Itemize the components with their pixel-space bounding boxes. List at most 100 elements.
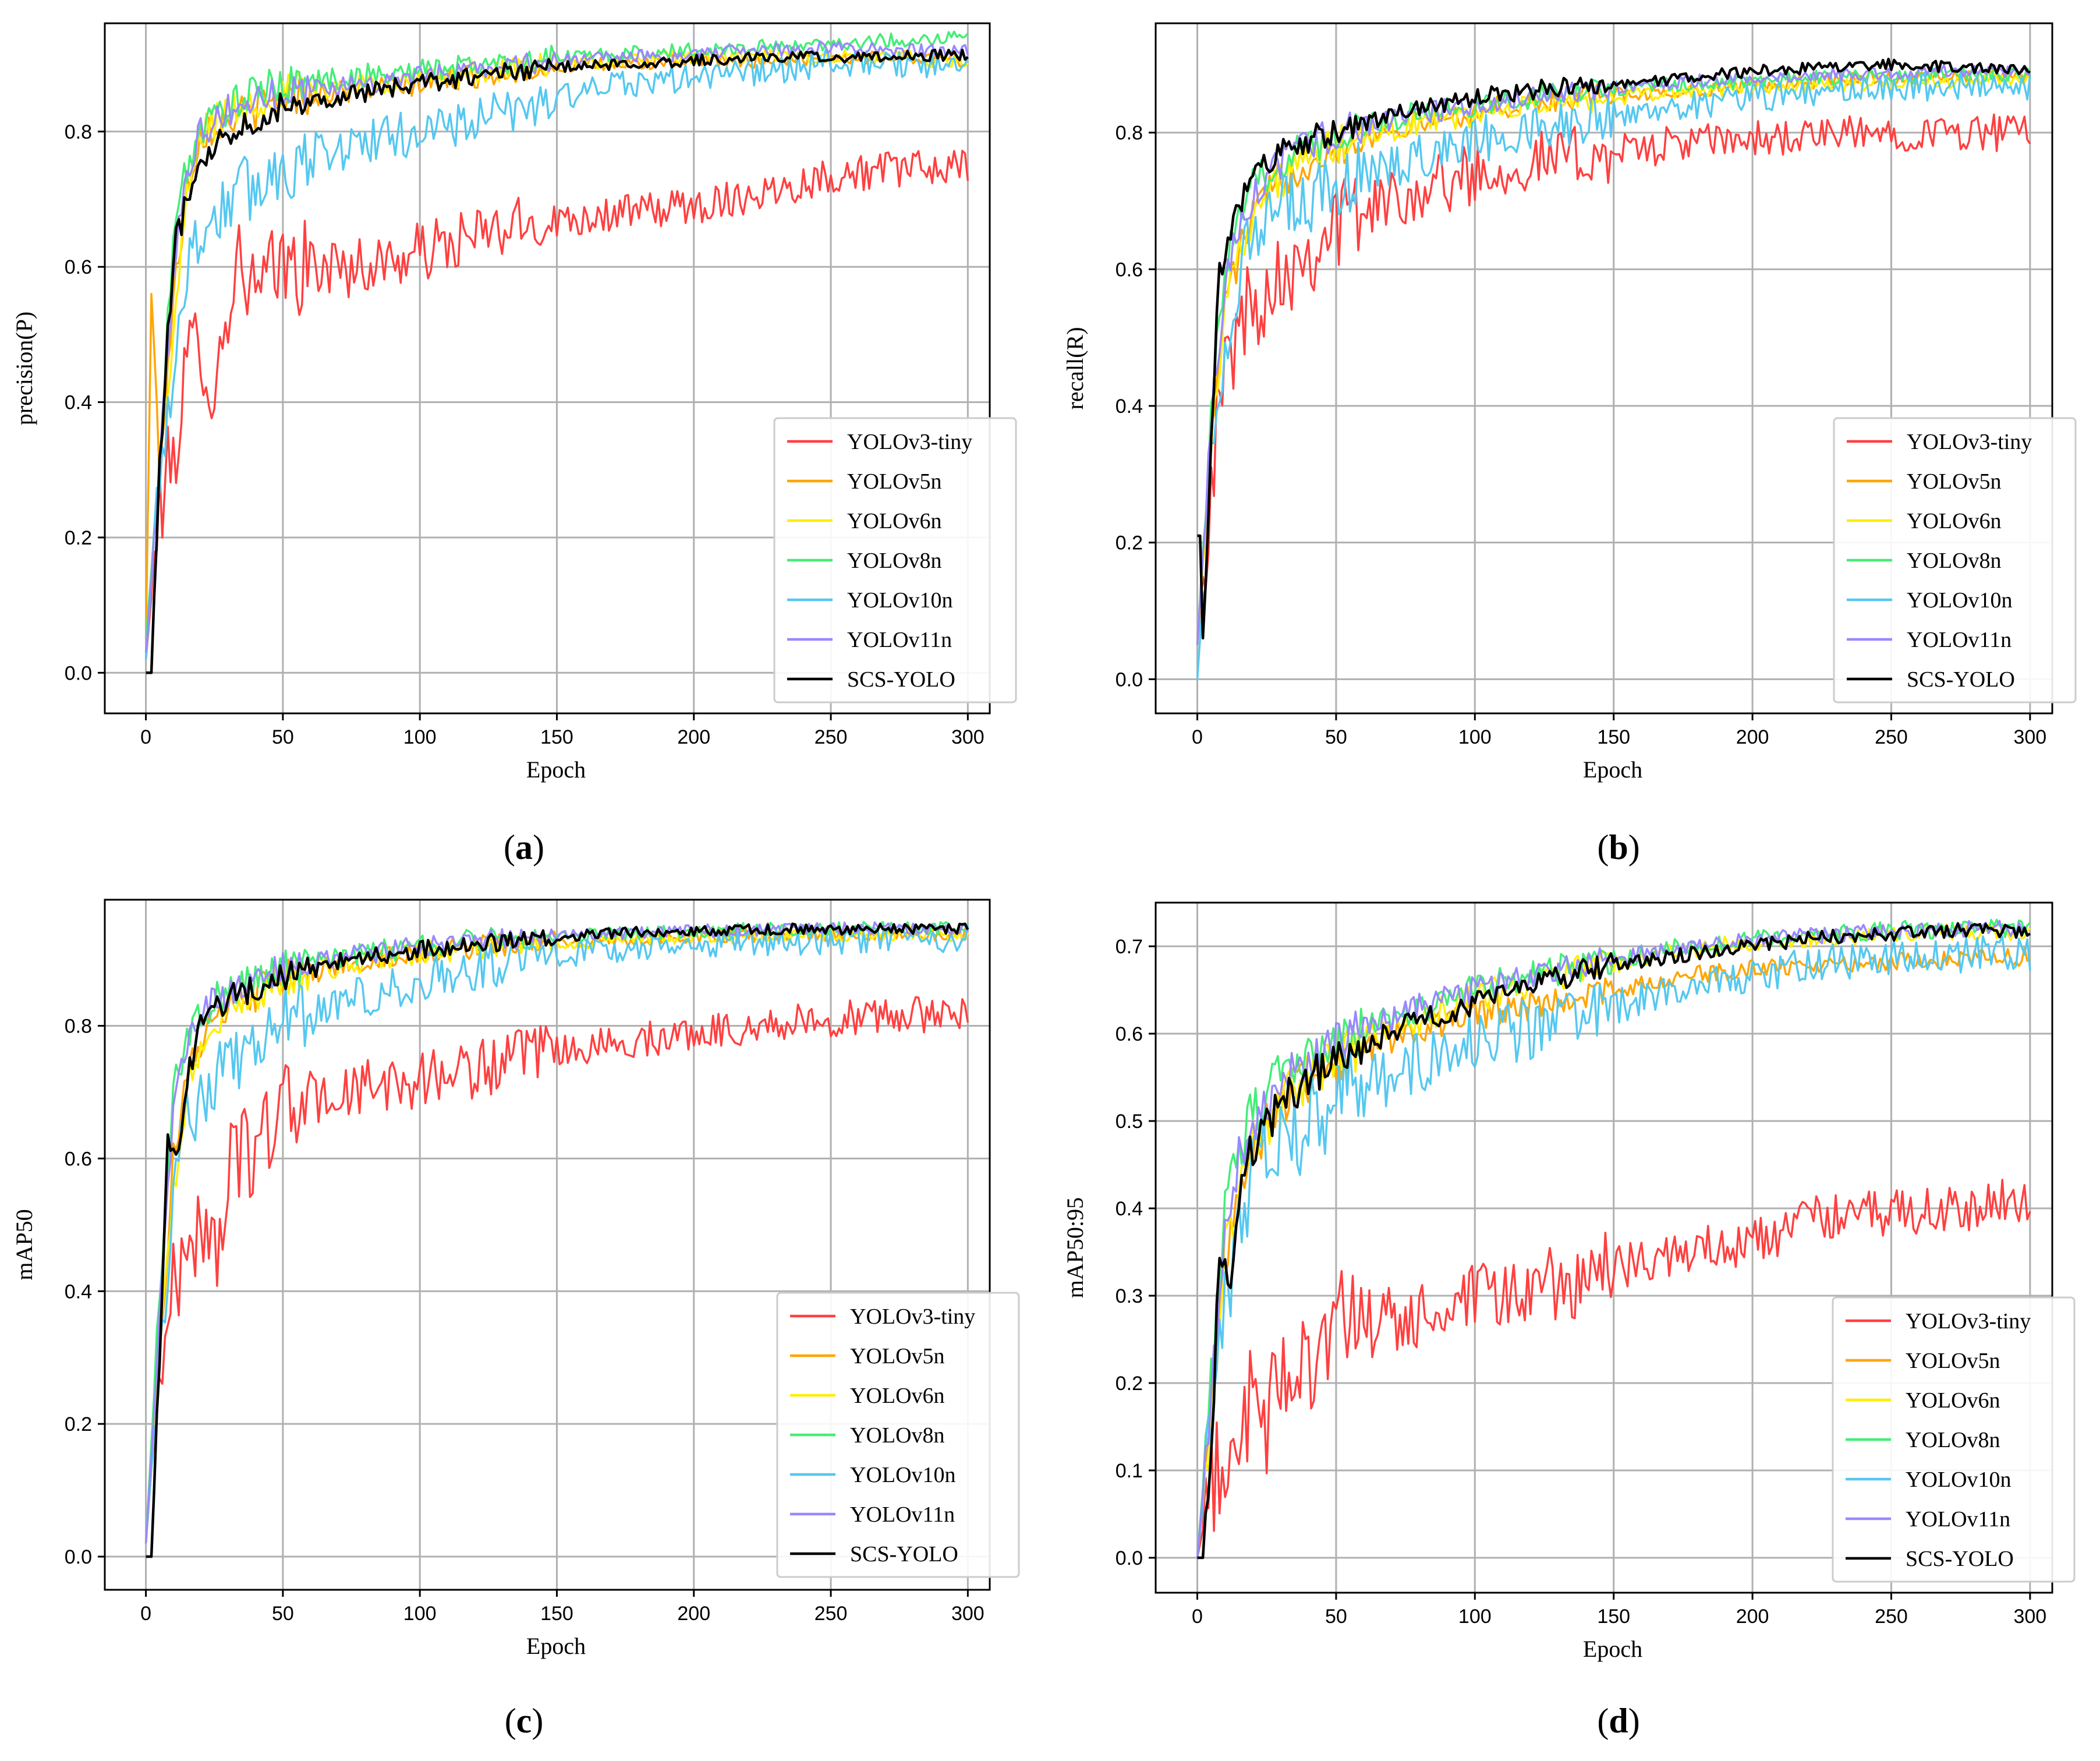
x-tick-label: 50 (272, 726, 294, 748)
legend: YOLOv3-tiny YOLOv5n YOLOv6n YOLOv8n YOLOv10n… (1832, 1296, 2076, 1583)
x-tick-label: 0 (140, 726, 151, 748)
x-tick-label: 150 (540, 1603, 573, 1625)
y-tick-label: 0.6 (65, 1148, 92, 1170)
y-tick-label: 0.0 (65, 1546, 92, 1568)
x-tick-label: 250 (1875, 1606, 1908, 1628)
series-line-yolov10n (144, 925, 969, 1544)
legend-label: YOLOv6n (847, 509, 942, 533)
legend-label: SCS-YOLO (1906, 1547, 2014, 1571)
series-line-yolov11n (1196, 920, 2031, 1558)
x-axis-title: Epoch (526, 1633, 586, 1659)
x-tick-label: 50 (1325, 1606, 1347, 1628)
y-axis-title: precision(P) (11, 312, 37, 426)
legend-label: YOLOv8n (850, 1423, 945, 1448)
x-axis-title: Epoch (1583, 1636, 1642, 1662)
x-tick-label: 200 (677, 726, 710, 748)
legend-label: YOLOv5n (847, 469, 942, 494)
x-tick-label: 100 (1458, 1606, 1492, 1628)
series-lines (1196, 58, 2031, 680)
legend-label: YOLOv3-tiny (1906, 1309, 2031, 1334)
caption-open: ( (1597, 828, 1609, 867)
chart-panel-b: 0 50 100 150 200 250 300 0.0 0.2 0.4 0.6 0.8 Epoch re… (1062, 22, 2077, 867)
series-line-scs-yolo (1197, 922, 2031, 1560)
plot-frame (1155, 22, 2053, 715)
y-axis-title: mAP50:95 (1062, 1197, 1088, 1298)
series-line-yolov8n (1196, 918, 2031, 1558)
x-tick-label: 300 (2013, 726, 2046, 748)
legend-label: YOLOv6n (1906, 1388, 2000, 1413)
series-lines (144, 30, 969, 674)
y-tick-label: 0.2 (65, 1413, 92, 1435)
x-tick-label: 50 (272, 1603, 294, 1625)
y-tick-label: 0.4 (1115, 395, 1143, 418)
caption-letter: a (515, 828, 533, 867)
panel-caption: (a) (504, 828, 544, 867)
series-line-yolov10n (144, 49, 969, 660)
legend-label: YOLOv5n (1907, 469, 2002, 494)
x-tick-label: 0 (1192, 1606, 1203, 1628)
y-tick-label: 0.6 (65, 256, 92, 278)
panel-caption: (d) (1597, 1702, 1639, 1740)
series-line-scs-yolo (146, 48, 969, 674)
x-tick-label: 250 (814, 1603, 848, 1625)
x-tick-label: 100 (403, 726, 437, 748)
legend-label: SCS-YOLO (850, 1542, 958, 1566)
x-tick-label: 300 (951, 1603, 985, 1625)
y-axis-title: mAP50 (11, 1209, 37, 1280)
x-tick-label: 50 (1325, 726, 1347, 748)
y-tick-label: 0.2 (1115, 1373, 1143, 1395)
y-tick-label: 0.0 (65, 662, 92, 684)
x-tick-label: 0 (140, 1603, 151, 1625)
panel-caption: (b) (1597, 828, 1639, 867)
legend-label: YOLOv8n (1906, 1428, 2000, 1452)
legend-label: YOLOv10n (847, 588, 953, 613)
legend-label: YOLOv11n (1906, 1507, 2010, 1532)
caption-close: ) (1628, 1702, 1640, 1740)
legend-label: YOLOv6n (1907, 509, 2002, 533)
caption-open: ( (505, 1702, 516, 1740)
chart-panel-a: 0 50 100 150 200 250 300 0.0 0.2 0.4 0.6 0.8 Epoch pr… (11, 22, 1017, 867)
y-tick-label: 0.4 (65, 1281, 92, 1303)
caption-letter: d (1609, 1702, 1628, 1740)
y-tick-label: 0.2 (65, 527, 92, 549)
legend: YOLOv3-tiny YOLOv5n YOLOv6n YOLOv8n YOLOv10n… (776, 1292, 1020, 1578)
x-tick-label: 300 (2013, 1606, 2046, 1628)
x-tick-label: 100 (403, 1603, 437, 1625)
y-tick-label: 0.2 (1115, 532, 1143, 554)
series-line-yolov10n (1196, 70, 2031, 680)
series-line-yolov3-tiny (144, 996, 969, 1544)
series-line-yolov3-tiny (144, 150, 969, 660)
y-tick-label: 0.0 (1115, 669, 1143, 691)
caption-letter: b (1609, 828, 1628, 867)
legend-label: YOLOv11n (850, 1502, 955, 1527)
series-lines (144, 921, 969, 1558)
plot-frame (104, 22, 991, 715)
y-tick-label: 0.6 (1115, 1023, 1143, 1045)
legend-label: YOLOv8n (1907, 549, 2002, 573)
plot-frame (104, 899, 991, 1591)
x-tick-label: 0 (1192, 726, 1203, 748)
legend-label: YOLOv5n (1906, 1349, 2000, 1373)
legend-box (776, 1292, 1020, 1578)
series-line-yolov3-tiny (1196, 1179, 2031, 1558)
y-axis-title: recall(R) (1062, 327, 1088, 409)
caption-letter: c (516, 1702, 532, 1740)
y-tick-label: 0.4 (65, 392, 92, 414)
x-tick-label: 200 (1736, 726, 1769, 748)
y-tick-label: 0.8 (1115, 122, 1143, 144)
x-tick-label: 150 (540, 726, 573, 748)
y-tick-label: 0.7 (1115, 936, 1143, 958)
y-tick-label: 0.8 (65, 121, 92, 143)
x-tick-label: 250 (1875, 726, 1908, 748)
legend-label: YOLOv3-tiny (1907, 430, 2032, 454)
legend-label: YOLOv11n (847, 628, 952, 652)
y-tick-label: 0.3 (1115, 1285, 1143, 1307)
legend-label: YOLOv5n (850, 1344, 945, 1369)
plot-frame (1155, 901, 2053, 1594)
legend-label: YOLOv3-tiny (847, 430, 972, 454)
y-tick-label: 0.4 (1115, 1198, 1143, 1220)
legend-box (1832, 1296, 2076, 1583)
series-line-yolov10n (1196, 935, 2031, 1558)
y-tick-label: 0.5 (1115, 1111, 1143, 1133)
